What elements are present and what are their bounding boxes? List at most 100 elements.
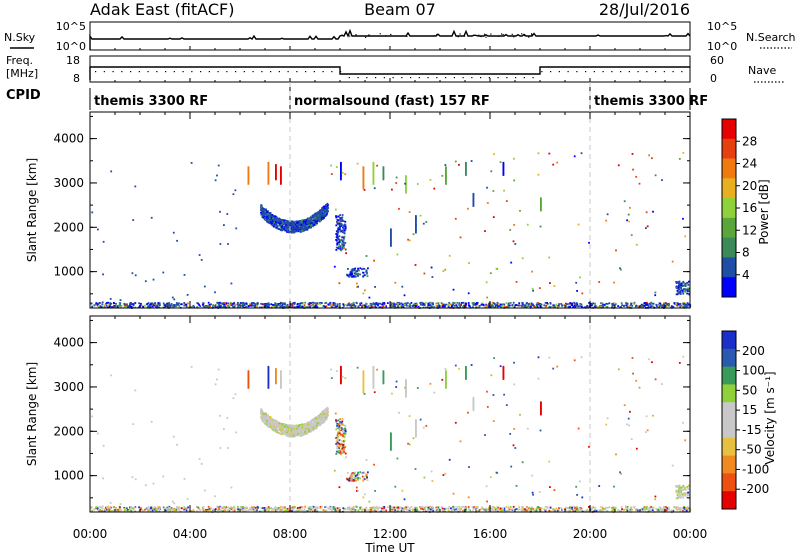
power-point <box>527 305 530 307</box>
power-point <box>165 304 168 306</box>
power-point <box>536 304 539 306</box>
velocity-point <box>237 505 239 508</box>
power-point <box>230 282 233 285</box>
velocity-point <box>676 506 679 509</box>
power-point <box>272 306 275 309</box>
nsky-trace <box>89 28 691 50</box>
power-point <box>489 272 492 275</box>
power-point <box>415 231 417 234</box>
power-point <box>472 199 475 202</box>
power-point <box>287 231 290 233</box>
velocity-point <box>391 506 394 509</box>
velocity-point <box>468 508 470 510</box>
power-point <box>306 223 309 226</box>
power-point <box>600 302 603 304</box>
power-point <box>465 167 467 170</box>
power-point <box>312 301 315 304</box>
power-point <box>429 301 432 304</box>
nave-dot <box>261 71 263 73</box>
velocity-point <box>278 426 281 429</box>
power-point <box>364 305 367 308</box>
power-point <box>267 181 270 184</box>
velocity-point <box>355 506 358 509</box>
velocity-point <box>291 506 294 509</box>
velocity-point <box>398 507 401 510</box>
velocity-point <box>107 508 109 511</box>
velocity-point <box>565 509 567 512</box>
power-point <box>280 224 282 226</box>
power-point <box>415 216 417 218</box>
power-point <box>390 304 392 307</box>
power-point <box>589 302 592 305</box>
power-point <box>390 238 392 241</box>
power-point <box>445 176 447 179</box>
power-point <box>472 200 475 203</box>
power-point <box>138 302 140 305</box>
power-point <box>603 303 606 306</box>
power-point <box>447 305 450 308</box>
nsearch-tick-top: 10^5 <box>707 20 737 33</box>
power-point <box>372 169 375 172</box>
velocity-point <box>351 507 353 509</box>
velocity-point <box>291 510 293 512</box>
power-point <box>398 207 400 210</box>
power-point <box>296 305 299 308</box>
power-point <box>324 212 327 215</box>
power-point <box>275 176 277 179</box>
nave-dot <box>287 71 289 73</box>
power-point <box>132 219 135 221</box>
power-point <box>372 302 375 305</box>
velocity-point <box>140 506 142 509</box>
power-point <box>208 304 211 306</box>
velocity-point <box>310 506 312 509</box>
velocity-point <box>678 507 681 509</box>
power-point <box>293 220 296 223</box>
velocity-point <box>303 424 306 427</box>
velocity-point <box>320 506 322 508</box>
power-point <box>297 224 300 227</box>
nave-dot <box>103 71 105 73</box>
power-point <box>344 227 347 230</box>
power-point <box>356 270 358 273</box>
power-point <box>312 225 315 228</box>
power-point <box>338 303 341 305</box>
power-point <box>361 304 364 307</box>
power-point <box>220 306 223 308</box>
power-point <box>395 303 397 306</box>
power-point <box>405 180 407 183</box>
power-point <box>297 230 299 233</box>
velocity-point <box>266 418 268 421</box>
nsearch-dot <box>459 33 461 35</box>
velocity-point <box>461 506 463 508</box>
power-point <box>299 304 301 307</box>
power-point <box>346 304 349 307</box>
power-point <box>275 305 278 308</box>
velocity-point <box>279 506 282 509</box>
velocity-point <box>325 505 328 508</box>
power-point <box>340 249 343 252</box>
power-point <box>262 209 265 211</box>
power-point <box>574 306 577 309</box>
velocity-point <box>266 423 268 425</box>
velocity-point <box>331 510 334 513</box>
power-point <box>303 220 306 223</box>
power-point <box>250 304 252 307</box>
power-point <box>234 189 237 192</box>
power-point <box>318 210 320 213</box>
power-point <box>521 303 524 305</box>
velocity-point <box>393 506 396 509</box>
power-point <box>310 302 312 305</box>
power-point <box>297 225 300 228</box>
velocity-point <box>394 509 396 512</box>
power-point <box>312 304 314 306</box>
velocity-point <box>278 508 281 510</box>
power-point <box>398 303 401 306</box>
velocity-point <box>278 507 280 509</box>
power-point <box>341 219 344 221</box>
power-point <box>284 303 286 306</box>
power-point <box>267 175 270 177</box>
velocity-point <box>617 509 619 511</box>
velocity-point <box>683 506 686 509</box>
power-point <box>288 306 291 309</box>
power-point <box>344 225 347 228</box>
